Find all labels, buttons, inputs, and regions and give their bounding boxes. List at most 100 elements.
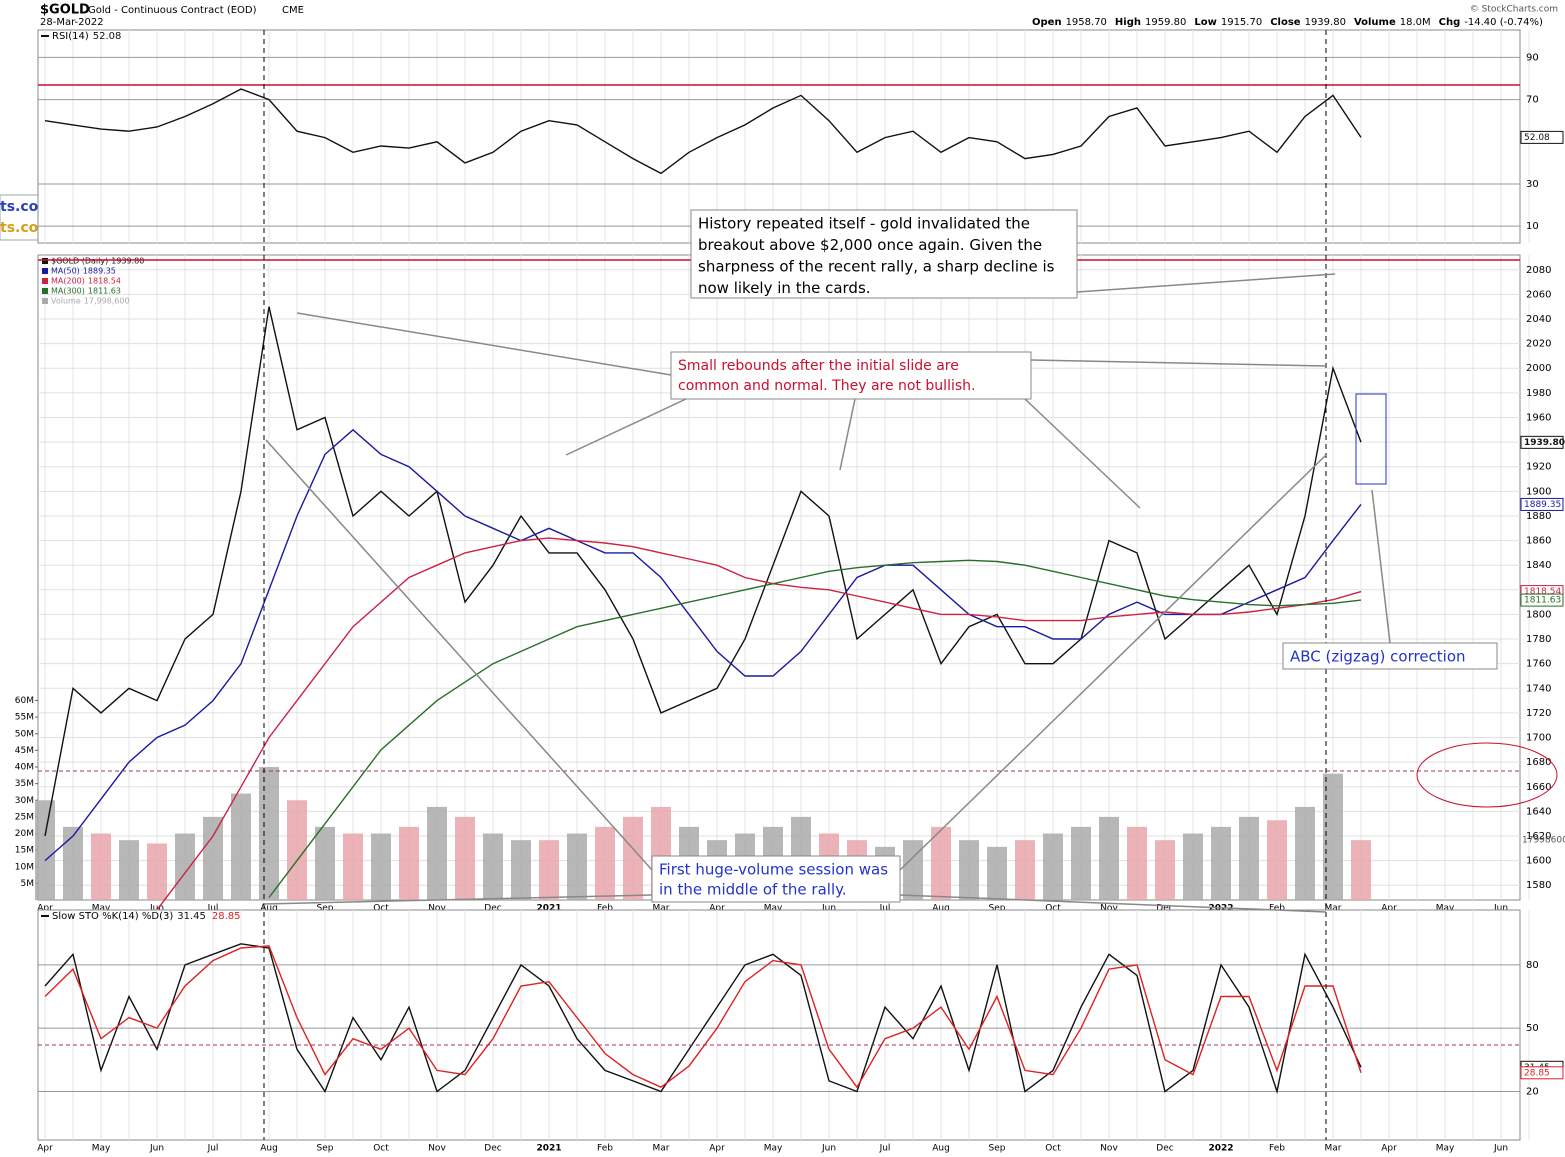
volume-bar <box>427 806 447 900</box>
x-tick-label: Apr <box>1381 904 1397 914</box>
volume-bar <box>1015 840 1035 900</box>
y-tick-label: 1660 <box>1526 782 1551 793</box>
y2-tick-label: 55M <box>15 713 34 723</box>
panel-title: Slow STO %K(14) %D(3) <box>52 911 173 922</box>
x-tick-label: Apr <box>709 1144 725 1154</box>
last-value: 17998600 <box>1522 836 1565 846</box>
x-tick-label: May <box>92 904 111 914</box>
last-value: 1889.35 <box>1524 500 1561 510</box>
y2-tick-label: 60M <box>15 696 34 706</box>
x-tick-label: May <box>764 904 783 914</box>
y-tick-label: 1960 <box>1526 412 1551 423</box>
volume-bar <box>203 816 223 900</box>
x-tick-label: Jun <box>1493 1144 1508 1154</box>
volume-bar <box>959 840 979 900</box>
callout-line <box>1076 273 1336 293</box>
series-line <box>156 537 1362 911</box>
y2-tick-label: 15M <box>15 846 34 856</box>
legend-name: $GOLD (Daily) <box>51 257 108 266</box>
callout-line <box>296 312 672 376</box>
target-ellipse <box>1416 742 1558 808</box>
volume-bar <box>315 826 335 900</box>
legend-swatch <box>42 298 48 304</box>
y2-tick-label: 40M <box>15 763 34 773</box>
legend-value: 52.08 <box>93 31 122 42</box>
y2-tick-label: 25M <box>15 812 34 822</box>
legend-swatch <box>42 258 48 264</box>
legend-swatch <box>42 288 48 294</box>
legend-name: Volume <box>51 297 81 306</box>
x-tick-label: Jun <box>1493 904 1508 914</box>
legend-name: MA(300) <box>51 287 85 296</box>
legend-name: MA(200) <box>51 277 85 286</box>
y-tick-label: 1780 <box>1526 634 1551 645</box>
annotation-box <box>651 855 901 903</box>
x-tick-label: Feb <box>1269 904 1285 914</box>
x-tick-label: Jun <box>149 904 164 914</box>
y-tick-label: 1860 <box>1526 536 1551 547</box>
callout-line <box>1030 359 1327 367</box>
x-tick-label: Apr <box>37 904 53 914</box>
series-line <box>44 943 1362 1095</box>
y-tick-label: 1880 <box>1526 511 1551 522</box>
volume-bar <box>931 826 951 900</box>
x-tick-label: Jul <box>879 1144 891 1154</box>
volume-bar <box>175 833 195 900</box>
callout-line <box>263 894 653 905</box>
last-value: 1939.80 <box>1524 438 1565 448</box>
y-tick-label: 50 <box>1526 1023 1539 1034</box>
volume-bar <box>1099 816 1119 900</box>
y-tick-label: 30 <box>1526 179 1539 190</box>
x-tick-label: 2022 <box>1208 1144 1233 1154</box>
x-tick-label: Nov <box>428 904 446 914</box>
volume-bar <box>567 833 587 900</box>
exchange: CME <box>282 5 304 16</box>
date: 28-Mar-2022 <box>40 17 104 28</box>
last-value: 28.85 <box>1524 1068 1550 1078</box>
x-tick-label: Aug <box>260 904 278 914</box>
annotation-text: First huge-volume session was <box>659 861 888 879</box>
y-tick-label: 10 <box>1526 221 1539 232</box>
symbol: $GOLD <box>40 3 90 18</box>
annotation-box <box>690 209 1078 299</box>
quote-label: High <box>1115 17 1141 28</box>
callout-line <box>1371 489 1391 644</box>
x-tick-label: Aug <box>932 1144 950 1154</box>
quote-label: Close <box>1270 17 1301 28</box>
annotation-text: sharpness of the recent rally, a sharp d… <box>698 258 1055 276</box>
y2-tick-label: 20M <box>15 829 34 839</box>
y-tick-label: 1700 <box>1526 733 1551 744</box>
quote-value: 1915.70 <box>1221 17 1262 28</box>
panel-title: RSI(14) <box>52 31 89 42</box>
volume-bar <box>119 840 139 900</box>
x-tick-label: May <box>1436 1144 1455 1154</box>
x-tick-label: Aug <box>932 904 950 914</box>
y-tick-label: 1840 <box>1526 560 1551 571</box>
x-tick-label: Nov <box>1100 904 1118 914</box>
callout-line <box>899 454 1327 871</box>
last-value: 1811.63 <box>1524 596 1561 606</box>
volume-bar <box>147 843 167 900</box>
volume-bar <box>1323 773 1343 900</box>
legend-swatch <box>42 278 48 284</box>
callout-line <box>265 439 653 871</box>
annotation-box <box>670 351 1032 400</box>
quote-label: Low <box>1194 17 1216 28</box>
volume-bar <box>1351 840 1371 900</box>
y-tick-label: 2020 <box>1526 339 1551 350</box>
x-tick-label: Feb <box>1269 1144 1285 1154</box>
quote-value: -14.40 (-0.74%) <box>1464 17 1543 28</box>
x-tick-label: Jul <box>879 904 891 914</box>
volume-bar <box>343 833 363 900</box>
volume-bar <box>511 840 531 900</box>
x-tick-label: Sep <box>317 1144 334 1154</box>
x-tick-label: Dec <box>484 1144 501 1154</box>
quote-value: 1939.80 <box>1305 17 1346 28</box>
x-tick-label: Apr <box>1381 1144 1397 1154</box>
y2-tick-label: 10M <box>15 862 34 872</box>
volume-bar <box>455 816 475 900</box>
badge <box>1520 593 1564 607</box>
y2-tick-label: 30M <box>15 796 34 806</box>
volume-bar <box>987 846 1007 900</box>
